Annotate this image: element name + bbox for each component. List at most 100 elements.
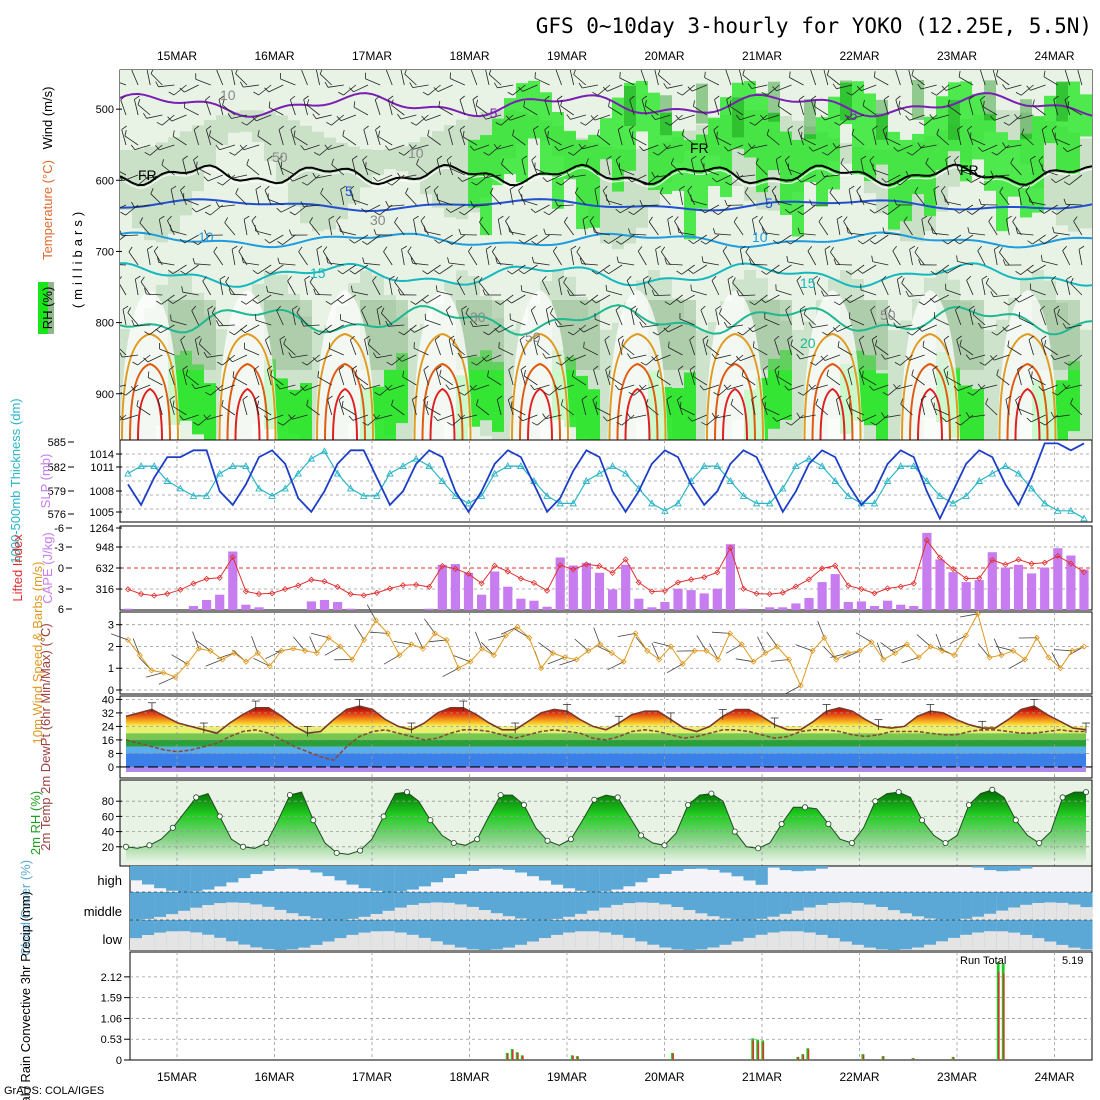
wind-barb <box>691 84 707 92</box>
thickness-point <box>936 491 944 499</box>
wind-barb <box>137 174 151 186</box>
rh-band <box>804 98 817 139</box>
wind-barb-flag <box>1067 101 1070 108</box>
temp-lines <box>125 698 1090 762</box>
wind-barb <box>1018 408 1034 416</box>
date-label-top: 21MAR <box>742 49 782 63</box>
wind-barb <box>269 107 284 116</box>
wind-barb-flag <box>470 321 474 327</box>
rh-band <box>744 81 757 158</box>
thickness-point <box>438 477 447 484</box>
wind-barb <box>594 231 611 236</box>
wind-barb <box>946 264 962 274</box>
wind-barb-flag <box>531 240 537 245</box>
wind-barb-flag <box>288 352 293 358</box>
cloud-clear-cell <box>1080 949 1093 950</box>
slp-axis-label: SLP (mb) <box>38 454 53 509</box>
wind-barb <box>1066 384 1082 389</box>
wind-barb <box>452 414 466 426</box>
wind-barb <box>198 343 211 356</box>
wind-barb-flag <box>747 83 753 89</box>
wind-speed-point <box>313 649 320 657</box>
cloud-clear-cell <box>502 916 516 920</box>
rh-band <box>132 149 145 229</box>
wind-barb-flag <box>893 146 899 152</box>
wind-barb-flag <box>447 422 453 426</box>
rh-band <box>588 389 601 440</box>
rh-band <box>768 81 781 122</box>
wind-barb <box>550 313 562 326</box>
wind-barb-flag <box>629 95 635 101</box>
wind-barb <box>381 312 393 326</box>
wind-barb <box>1010 162 1022 176</box>
wind-barb-flag <box>967 125 973 131</box>
wind-barb-flag <box>338 91 344 96</box>
wind-barb <box>158 261 175 266</box>
wind-barb-flag <box>543 211 550 216</box>
rh-point <box>193 794 200 801</box>
wind-barb <box>943 339 950 356</box>
wind-barb <box>184 234 199 244</box>
date-label-bottom: 15MAR <box>157 1070 197 1084</box>
wind-barb <box>836 144 853 149</box>
wind-barb <box>488 324 502 336</box>
wind-barb <box>873 384 889 391</box>
wind-barb-flag <box>498 341 500 349</box>
surface-wind-barb <box>424 618 436 634</box>
wind-barb-flag <box>777 100 780 107</box>
wind-barb <box>608 264 623 275</box>
surface-wind-barb <box>876 642 884 660</box>
wind-barb <box>451 234 466 245</box>
wind-barb-flag <box>296 307 300 314</box>
wind-barb-flag <box>578 143 583 150</box>
wind-barb <box>850 264 865 275</box>
wind-barb-flag <box>922 340 925 347</box>
wind-barb-flag <box>264 87 270 93</box>
thickness-point <box>831 477 839 484</box>
wind-barb-flag <box>869 209 875 214</box>
wind-barb-flag <box>941 85 947 91</box>
rh-band <box>948 82 961 152</box>
wind-barb-flag <box>701 421 707 426</box>
wind-speed-point <box>667 643 674 650</box>
wind-barb-flag <box>1015 227 1018 234</box>
rh-point <box>591 796 598 803</box>
wind-barb-flag <box>120 95 126 101</box>
wind-barb <box>1017 369 1022 386</box>
wind-barb <box>412 262 429 266</box>
rh-band <box>276 115 289 185</box>
rh-band <box>624 86 637 127</box>
wind-barb <box>896 279 901 296</box>
wind-barb-flag <box>476 399 479 406</box>
cloud-clear-cell <box>791 910 804 920</box>
wind-barb-flag <box>246 158 250 165</box>
wind-barb <box>235 73 248 86</box>
cloud-clear-cell <box>394 932 407 950</box>
wind-barb <box>523 264 538 275</box>
cloud-cell-low <box>502 920 516 950</box>
wind-barb-flag <box>826 70 830 76</box>
wind-barb-flag <box>471 181 477 186</box>
wind-barb-flag <box>228 331 235 336</box>
wind-barb-flag <box>859 195 861 202</box>
wind-barbs <box>120 70 1085 426</box>
thickness-point <box>909 462 918 470</box>
wind-barb <box>413 219 417 236</box>
wind-barb <box>836 84 853 90</box>
wind-barb <box>897 144 913 152</box>
thickness-point <box>163 477 172 484</box>
wind-speed-point <box>986 654 993 661</box>
wind-barb <box>120 348 127 356</box>
wind-barb <box>943 369 950 386</box>
cloud-cell-middle <box>358 892 371 920</box>
wind-barb-flag <box>507 91 514 96</box>
wind-barb <box>1077 70 1083 86</box>
wind-barb <box>149 324 163 336</box>
wind-barb <box>775 159 780 176</box>
wind-barb-flag <box>639 200 643 206</box>
wind-barb-flag <box>981 275 988 280</box>
thickness-point <box>477 491 486 499</box>
temp-line <box>125 705 1087 735</box>
wind-barb <box>1044 234 1058 245</box>
